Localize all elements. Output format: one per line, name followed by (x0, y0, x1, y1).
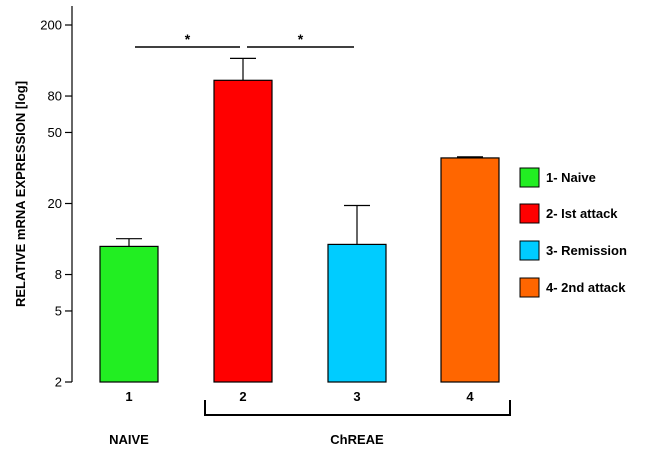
x-tick-labels: 1 2 3 4 (125, 389, 474, 404)
significance-markers: * * (135, 31, 354, 48)
y-tick-label: 80 (48, 89, 62, 104)
group-label-naive: NAIVE (109, 432, 149, 447)
legend-label: 4- 2nd attack (546, 280, 626, 295)
x-tick-label: 2 (239, 389, 246, 404)
legend: 1- Naive 2- Ist attack 3- Remission 4- 2nd … (519, 167, 627, 298)
group-label-chreae: ChREAE (330, 432, 384, 447)
y-tick-label: 5 (55, 303, 62, 318)
significance-asterisk: * (298, 31, 304, 47)
legend-swatch (519, 167, 540, 188)
y-tick-label: 200 (40, 18, 62, 33)
legend-swatch (519, 240, 540, 261)
y-axis-label: RELATIVE mRNA EXPRESSION [log] (13, 81, 28, 307)
chreae-bracket (204, 400, 511, 416)
bar-4 (440, 157, 500, 383)
y-tick-label: 2 (55, 375, 62, 390)
x-tick-label: 4 (466, 389, 474, 404)
legend-label: 2- Ist attack (546, 206, 618, 221)
y-tick-label: 20 (48, 196, 62, 211)
group-labels: NAIVE ChREAE (109, 432, 384, 447)
error-bars (116, 57, 483, 247)
y-tick-label: 50 (48, 125, 62, 140)
bar-1 (99, 245, 159, 383)
bars (99, 79, 500, 383)
x-tick-label: 1 (125, 389, 132, 404)
y-tick-label: 8 (55, 267, 62, 282)
bar-2 (213, 79, 273, 383)
bar-3 (327, 243, 387, 383)
legend-label: 1- Naive (546, 170, 596, 185)
legend-label: 3- Remission (546, 243, 627, 258)
legend-swatch (519, 277, 540, 298)
x-tick-label: 3 (353, 389, 360, 404)
significance-asterisk: * (185, 31, 191, 47)
y-ticks: 2 5 8 20 50 80 200 (40, 18, 72, 390)
legend-swatch (519, 203, 540, 224)
